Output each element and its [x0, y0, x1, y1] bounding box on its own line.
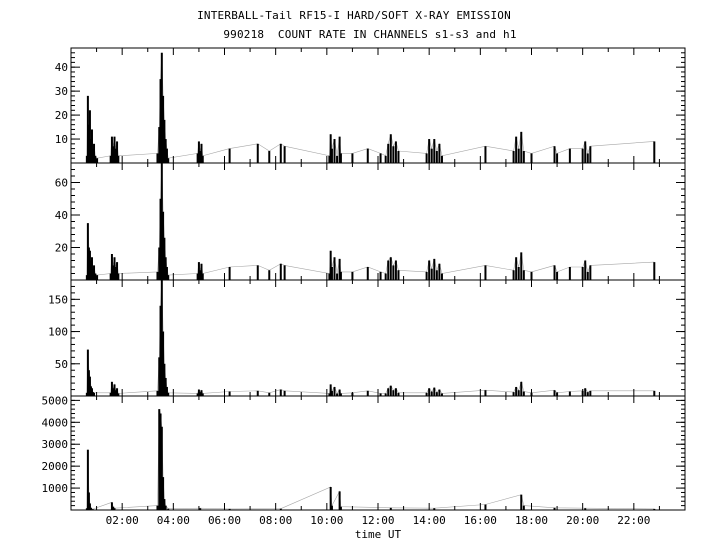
y-tick-label: 60	[55, 177, 68, 190]
x-tick-label: 06:00	[208, 514, 241, 527]
y-tick-label: 4000	[42, 416, 69, 429]
data-trace	[86, 162, 655, 276]
x-tick-label: 08:00	[259, 514, 292, 527]
y-tick-label: 40	[55, 61, 68, 74]
data-trace	[86, 409, 655, 510]
y-tick-label: 40	[55, 209, 68, 222]
x-tick-label: 16:00	[464, 514, 497, 527]
time-axis: 02:00 04:00 06:00 08:00 10:00 12:00 14:00 16:00…	[70, 48, 686, 527]
chart-subtitle: 990218 COUNT RATE IN CHANNELS s1-s3 and …	[223, 28, 517, 41]
y-tick-label: 100	[48, 326, 68, 339]
panel-h1: 1000 2000 3000 4000 5000	[42, 394, 686, 511]
x-tick-label: 02:00	[106, 514, 139, 527]
x-axis-label: time UT	[355, 528, 402, 541]
y-tick-label: 20	[55, 109, 68, 122]
x-tick-label: 12:00	[361, 514, 394, 527]
panel-s3: 50 100 150	[48, 279, 686, 397]
x-tick-label: 22:00	[617, 514, 650, 527]
panel-s2: 20 40 60	[55, 162, 686, 281]
panel-s1: 10 20 30 40	[55, 47, 686, 164]
y-tick-label: 50	[55, 358, 68, 371]
x-tick-label: 20:00	[566, 514, 599, 527]
y-tick-label: 5000	[42, 394, 69, 407]
chart-panels: 10 20 30 40 20 40 60 50 100 150 1000 2000 3000 4000 50…	[42, 47, 686, 511]
y-tick-label: 10	[55, 133, 68, 146]
y-tick-label: 150	[48, 293, 68, 306]
x-tick-label: 18:00	[515, 514, 548, 527]
y-tick-label: 20	[55, 242, 68, 255]
y-tick-label: 3000	[42, 438, 69, 451]
y-tick-label: 30	[55, 85, 68, 98]
data-trace	[86, 52, 655, 159]
y-tick-label: 2000	[42, 460, 69, 473]
data-trace	[86, 279, 655, 395]
y-tick-label: 1000	[42, 482, 69, 495]
x-tick-label: 14:00	[413, 514, 446, 527]
x-tick-label: 10:00	[310, 514, 343, 527]
x-tick-label: 04:00	[157, 514, 190, 527]
chart-title: INTERBALL-Tail RF15-I HARD/SOFT X-RAY EM…	[197, 9, 511, 22]
